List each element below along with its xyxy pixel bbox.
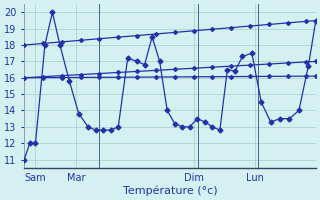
X-axis label: Température (°c): Température (°c): [123, 185, 217, 196]
